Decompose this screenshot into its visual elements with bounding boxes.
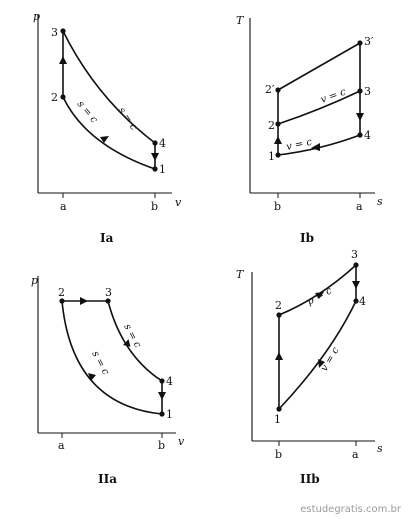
- iia-point-2: [59, 298, 65, 304]
- iib-tick-label-b: b: [275, 448, 282, 461]
- ib-label-3: 3: [364, 85, 371, 98]
- iia-path-label-upper: s = c: [121, 322, 143, 350]
- iia-y-axis-label: p: [31, 274, 38, 287]
- ib-arrow-left: [311, 143, 320, 151]
- ia-label-2: 2: [51, 91, 58, 104]
- iia-label-4: 4: [166, 375, 173, 388]
- ib-caption: Ib: [300, 231, 314, 245]
- ib-path-2-3: [277, 90, 361, 125]
- ib-arrow-up: [274, 136, 282, 144]
- iib-arrow-heat-reject: [318, 359, 325, 368]
- ib-tick-label-a: a: [356, 200, 363, 213]
- iib-path-label-upper: p = c: [305, 285, 334, 307]
- iib-label-3: 3: [351, 248, 358, 261]
- ia-tick-label-a: a: [60, 200, 67, 213]
- iia-path-label-lower: s = c: [89, 349, 111, 377]
- iib-x-axis-label: s: [377, 442, 383, 455]
- ib-path-2p-3p: [277, 42, 361, 91]
- iib-tick-label-a: a: [352, 448, 359, 461]
- ib-y-axis-label: T: [236, 14, 245, 27]
- iia-tick-label-a: a: [58, 439, 65, 452]
- iib-label-4: 4: [359, 295, 366, 308]
- iib-arrow-heat-add: [315, 292, 324, 299]
- iib-point-2: [276, 312, 282, 318]
- iib-path-label-lower: v = c: [319, 345, 342, 373]
- ib-x-axis-label: s: [377, 195, 383, 208]
- ia-caption: Ia: [100, 231, 114, 245]
- ib-point-1: [275, 152, 281, 158]
- ia-point-4: [152, 140, 158, 146]
- ia-tick-label-b: b: [151, 200, 158, 213]
- ia-label-4: 4: [159, 137, 166, 150]
- diagram-ia: p v a b 3 2 4 1 s = c s = c Ia: [33, 10, 182, 245]
- iia-arrow-down: [158, 392, 166, 400]
- iia-tick-label-b: b: [158, 439, 165, 452]
- ib-point-2: [275, 121, 281, 127]
- iib-arrow-down: [352, 281, 360, 289]
- ib-label-1: 1: [268, 150, 275, 163]
- ia-y-axis-label: p: [33, 10, 40, 23]
- ia-path-label-upper: s = c: [116, 105, 140, 132]
- ib-point-2prime: [275, 87, 281, 93]
- iib-caption: IIb: [300, 472, 320, 486]
- iia-point-1: [159, 411, 165, 417]
- ia-point-3: [60, 28, 66, 34]
- diagram-iia: p v a b 2 3 4 1 s = c s = c IIa: [31, 274, 185, 486]
- iib-point-3: [353, 262, 359, 268]
- ia-point-2: [60, 94, 66, 100]
- ib-path-label-lower: v = c: [285, 137, 313, 153]
- ib-label-2: 2: [268, 119, 275, 132]
- ia-label-3: 3: [51, 26, 58, 39]
- iia-path-3-4: [107, 300, 163, 382]
- ib-arrow-down: [356, 113, 364, 121]
- ib-label-2prime: 2′: [265, 83, 275, 96]
- iib-point-1: [276, 406, 282, 412]
- iib-path-2-3: [278, 264, 357, 316]
- ia-path-1-2: [62, 96, 156, 170]
- iia-label-3: 3: [105, 286, 112, 299]
- iia-caption: IIa: [98, 472, 117, 486]
- ib-label-4: 4: [364, 129, 371, 142]
- ia-label-1: 1: [159, 163, 166, 176]
- iib-arrow-up: [275, 352, 283, 360]
- iib-label-2: 2: [275, 299, 282, 312]
- iib-label-1: 1: [274, 413, 281, 426]
- iia-label-1: 1: [166, 408, 173, 421]
- iia-arrow-expand: [123, 339, 131, 347]
- ib-tick-label-b: b: [274, 200, 281, 213]
- ia-path-3-4: [62, 30, 156, 144]
- diagram-ib: T s b a 1 2 2′ 3 3′ 4 v = c v = c Ib: [236, 14, 383, 245]
- iia-arrow-compress: [88, 373, 96, 381]
- watermark: estudegratis.com.br: [300, 504, 402, 515]
- iia-point-3: [105, 298, 111, 304]
- ia-point-1: [152, 166, 158, 172]
- diagram-iib: T s b a 1 2 3 4 p = c v = c IIb: [236, 248, 383, 486]
- ib-point-3: [357, 88, 363, 94]
- ib-point-4: [357, 132, 363, 138]
- ia-x-axis-label: v: [175, 196, 182, 209]
- ia-arrow-up: [59, 56, 67, 64]
- iia-arrow-right: [80, 297, 88, 305]
- iia-label-2: 2: [58, 286, 65, 299]
- iia-point-4: [159, 378, 165, 384]
- ia-arrow-down: [151, 153, 159, 161]
- iib-y-axis-label: T: [236, 268, 245, 281]
- ib-point-3prime: [357, 40, 363, 46]
- iia-x-axis-label: v: [178, 435, 185, 448]
- ia-arrow-compress: [100, 136, 109, 143]
- ib-label-3prime: 3′: [364, 35, 374, 48]
- iib-path-4-1: [278, 300, 357, 410]
- iib-point-4: [353, 298, 359, 304]
- iia-path-1-2: [61, 300, 163, 415]
